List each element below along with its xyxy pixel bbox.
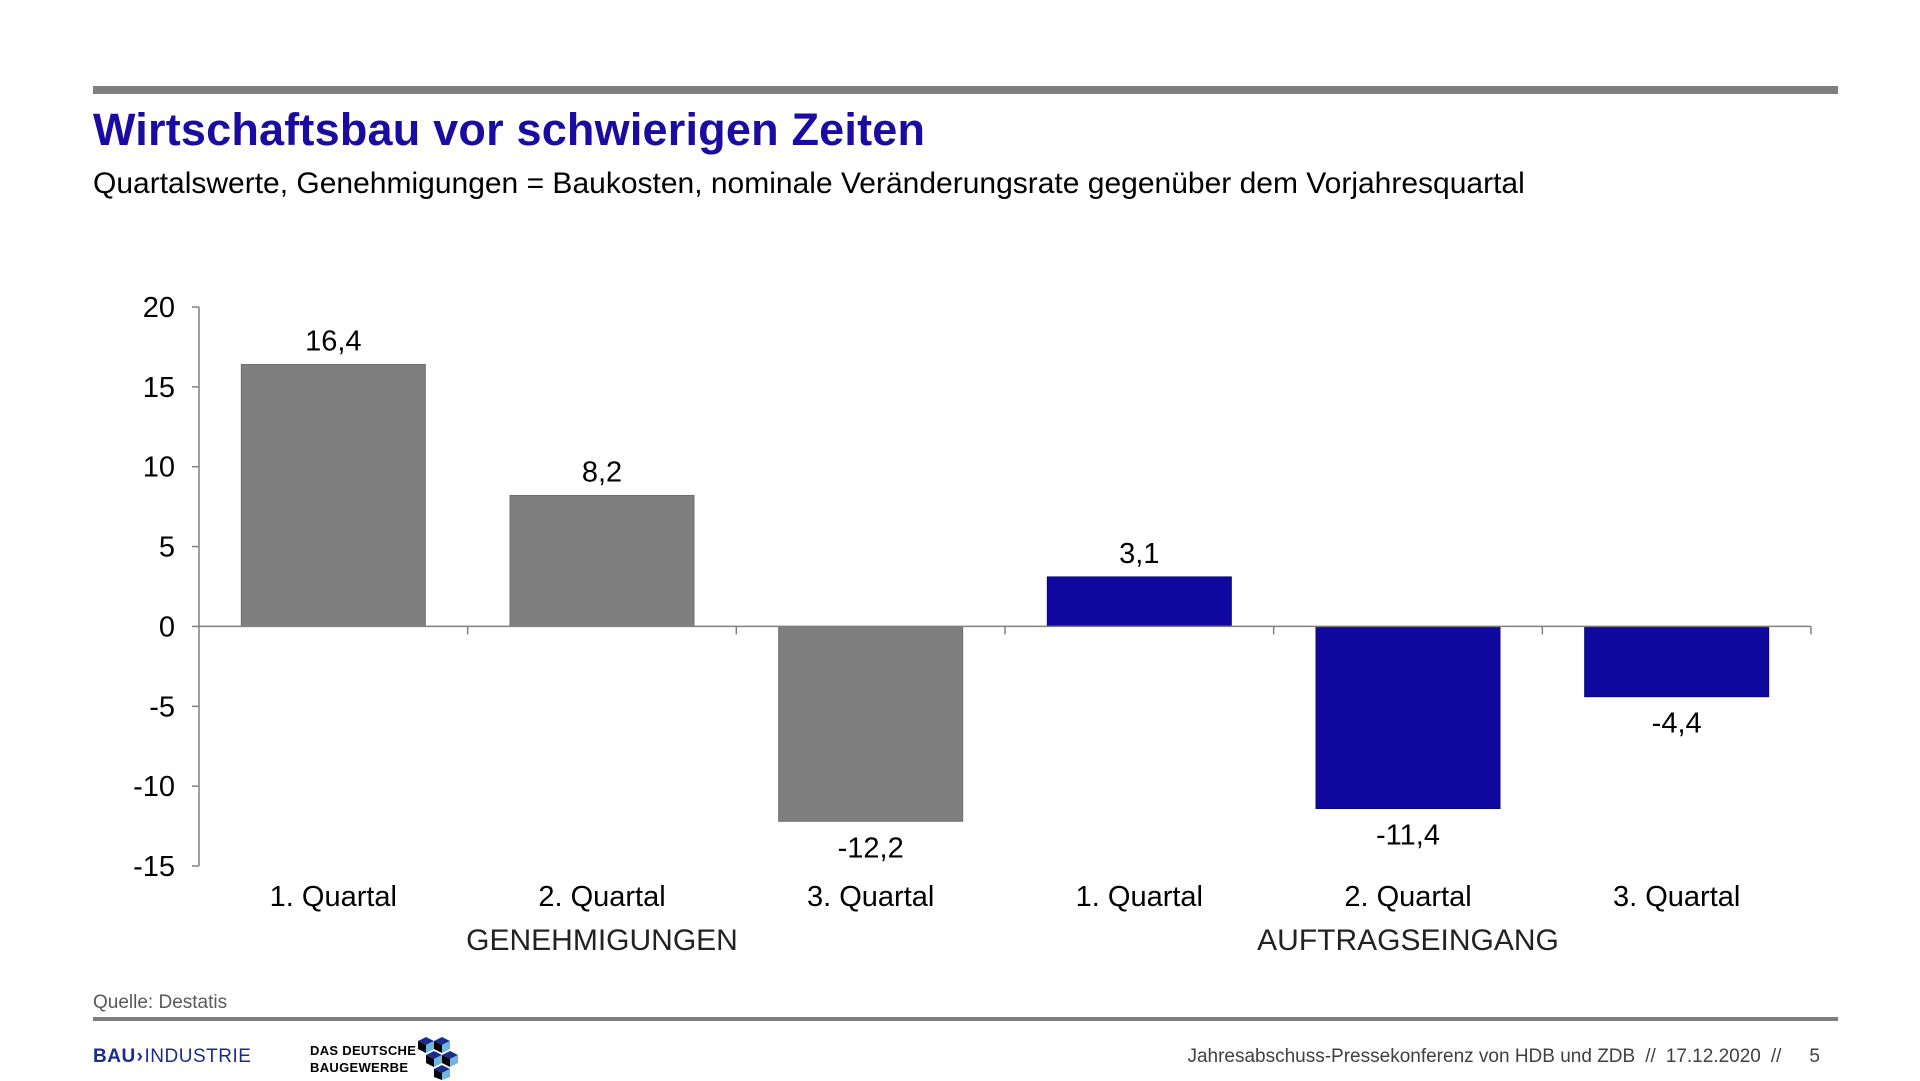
bar — [1046, 576, 1232, 627]
data-label: -12,2 — [838, 832, 904, 864]
data-label: 3,1 — [1119, 538, 1159, 570]
x-tick-label: 2. Quartal — [1344, 881, 1471, 913]
bauindustrie-logo-bold: BAU — [93, 1046, 136, 1067]
page-number: 5 — [1809, 1046, 1820, 1067]
y-tick-label: 20 — [143, 292, 175, 324]
footer: Jahresabschuss-Pressekonferenz von HDB u… — [1187, 1046, 1820, 1068]
bauindustrie-logo: BAU›INDUSTRIE — [93, 1046, 251, 1068]
bar — [1315, 625, 1501, 810]
slide-subtitle: Quartalswerte, Genehmigungen = Baukosten… — [93, 167, 1525, 200]
bar — [778, 625, 964, 822]
y-tick-label: 15 — [143, 372, 175, 404]
x-tick-label: 1. Quartal — [270, 881, 397, 913]
footer-text: Jahresabschuss-Pressekonferenz von HDB u… — [1187, 1046, 1636, 1067]
y-tick-label: -10 — [133, 771, 175, 803]
data-label: 8,2 — [582, 456, 622, 488]
source-note: Quelle: Destatis — [93, 992, 228, 1013]
slide-title: Wirtschaftsbau vor schwierigen Zeiten — [93, 104, 926, 155]
footer-date: 17.12.2020 — [1665, 1046, 1761, 1067]
cubes-logo-icon — [418, 1037, 458, 1080]
group-label: GENEHMIGUNGEN — [466, 924, 738, 957]
bar — [509, 494, 695, 627]
y-tick-label: -5 — [149, 691, 175, 723]
baugewerbe-logo-line2: BAUGEWERBE — [310, 1060, 409, 1075]
baugewerbe-logo-line1: DAS DEUTSCHE — [310, 1043, 417, 1058]
top-rule — [93, 86, 1838, 94]
y-tick-label: 10 — [143, 452, 175, 484]
bar — [240, 363, 426, 627]
y-tick-label: -15 — [133, 851, 175, 883]
chevron-icon: › — [136, 1046, 144, 1067]
bar — [1584, 625, 1770, 698]
bar-chart: 16,4 8,2 -12,2 3,1 -11,4 -4,4 20 15 10 5 0 -5 -10 -15… — [133, 292, 1812, 957]
footer-separator: // — [1645, 1046, 1656, 1067]
data-label: -11,4 — [1376, 820, 1440, 852]
bottom-rule — [93, 1017, 1838, 1021]
data-label: -4,4 — [1652, 708, 1702, 740]
x-tick-label: 3. Quartal — [1613, 881, 1740, 913]
y-tick-label: 0 — [159, 611, 175, 643]
footer-separator: // — [1770, 1046, 1782, 1067]
x-tick-label: 2. Quartal — [538, 881, 665, 913]
x-tick-label: 3. Quartal — [807, 881, 934, 913]
group-label: AUFTRAGSEINGANG — [1257, 924, 1559, 957]
bauindustrie-logo-rest: INDUSTRIE — [144, 1046, 252, 1067]
data-label: 16,4 — [305, 325, 361, 357]
y-tick-label: 5 — [159, 532, 175, 564]
x-tick-label: 1. Quartal — [1076, 881, 1203, 913]
